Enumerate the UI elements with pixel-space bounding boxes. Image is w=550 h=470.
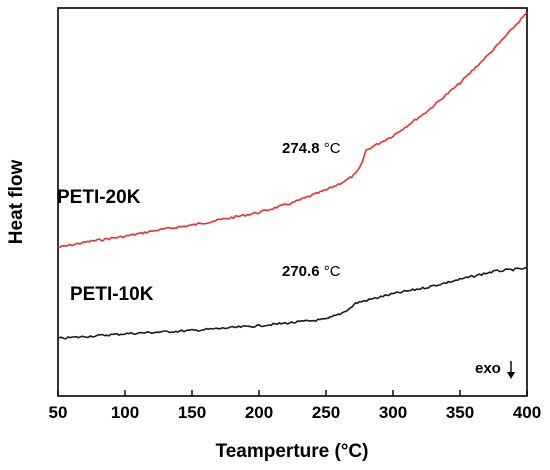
- exo-down-arrow-icon: [507, 361, 515, 379]
- annotation-peti-10k-tg: 270.6 °C: [282, 263, 341, 280]
- x-tick-label-300: 300: [379, 403, 407, 422]
- x-tick-label-50: 50: [49, 403, 68, 422]
- x-tick-label-350: 350: [446, 403, 474, 422]
- y-axis-title: Heat flow: [6, 160, 27, 245]
- x-tick-label-200: 200: [245, 403, 273, 422]
- x-tick-label-150: 150: [178, 403, 206, 422]
- series-label-peti-20k: PETI-20K: [57, 187, 141, 208]
- exo-label: exo: [475, 360, 501, 377]
- x-tick-label-400: 400: [513, 403, 541, 422]
- series-line-peti-20k: [57, 12, 528, 249]
- plot-frame: [57, 7, 528, 397]
- x-tick-label-250: 250: [312, 403, 340, 422]
- series-label-peti-10k: PETI-10K: [70, 284, 154, 305]
- annotation-peti-20k-tg: 274.8 °C: [282, 140, 341, 157]
- x-tick-label-100: 100: [111, 403, 139, 422]
- series-line-peti-10k: [57, 266, 528, 340]
- series-layer: [57, 12, 528, 340]
- x-axis-title: Teamperture (°C): [216, 441, 369, 462]
- x-axis: 50 100 150 200 250 300 350 400: [49, 390, 541, 422]
